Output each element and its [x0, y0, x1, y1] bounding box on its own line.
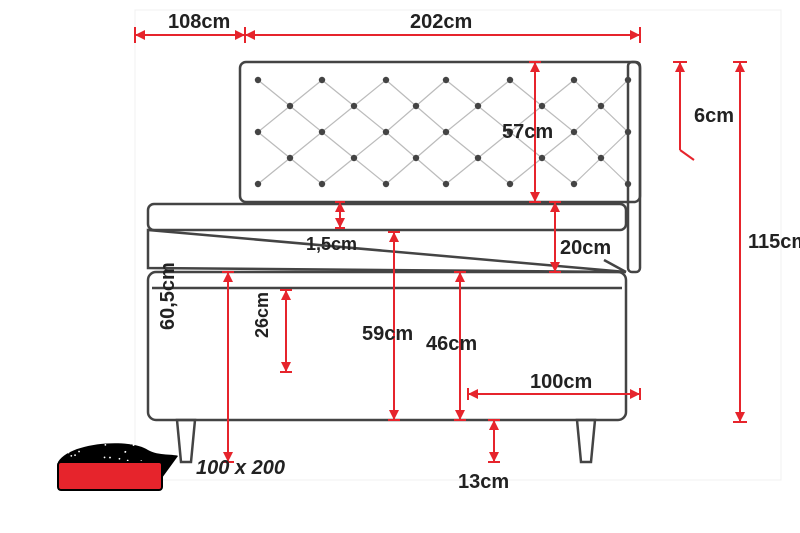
dim-59cm: 59cm — [362, 323, 413, 345]
dim-20cm: 20cm — [560, 237, 611, 259]
headboard-side-border — [628, 62, 640, 272]
tufting — [255, 77, 631, 187]
dim-6cm: 6cm — [694, 105, 734, 127]
dim-57cm: 57cm — [502, 121, 553, 143]
storage-base — [148, 272, 626, 420]
dim-202cm: 202cm — [410, 11, 472, 33]
dim-13cm: 13cm — [458, 471, 509, 493]
dim-115cm: 115cm — [748, 231, 800, 253]
dim-46cm: 46cm — [426, 333, 477, 355]
leg — [177, 420, 195, 462]
mattress-size-label: 100 x 200 — [196, 457, 285, 479]
headboard-panel — [240, 62, 640, 202]
dim-60-5cm: 60,5cm — [157, 262, 179, 330]
dim-108cm: 108cm — [168, 11, 230, 33]
leg — [577, 420, 595, 462]
dim-26cm: 26cm — [252, 292, 272, 338]
dim-100cm: 100cm — [530, 371, 592, 393]
dim-1-5cm: 1,5cm — [306, 234, 357, 254]
mattress-icon: 100 x 200 — [50, 440, 285, 494]
